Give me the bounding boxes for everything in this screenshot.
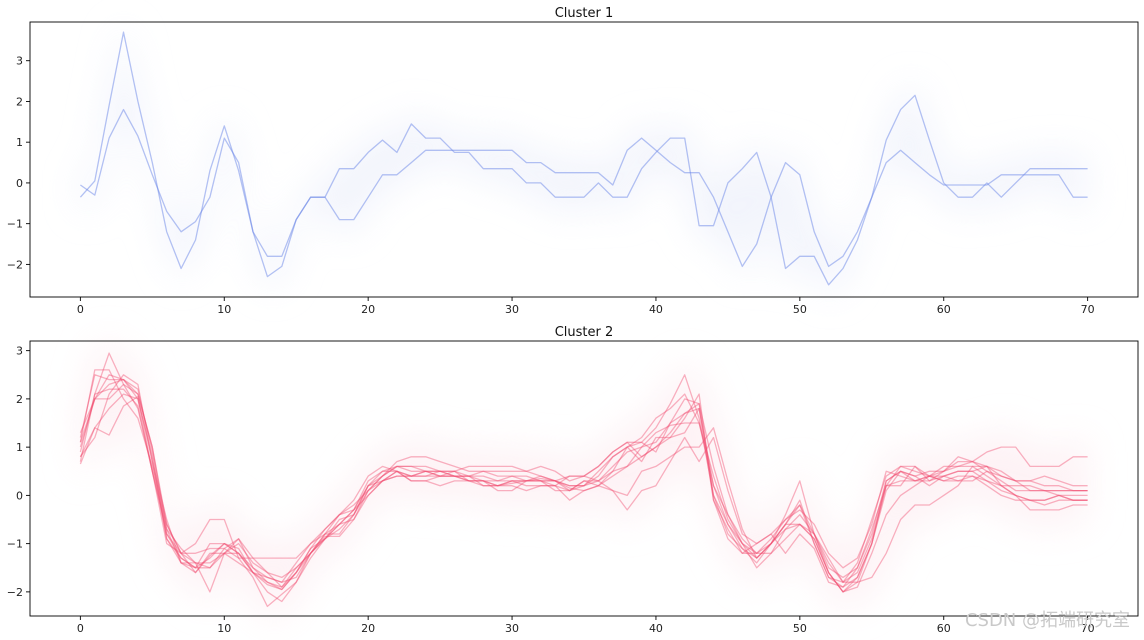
y-tick-label: 0: [16, 177, 23, 190]
x-tick-label: 70: [1081, 622, 1095, 635]
cluster-chart-2: 0 10 20 30 40 50 60 70 −2 −1 0 1 2 3 Cluster 2: [7, 325, 1139, 635]
series-line-6: [79, 388, 1088, 608]
x-tick-label: 60: [937, 303, 951, 316]
y-tick-label: −2: [7, 258, 23, 271]
x-tick-label: 40: [649, 622, 663, 635]
y-tick-label: 0: [16, 489, 23, 502]
axes-frame: [29, 21, 1139, 298]
y-tick-label: 1: [16, 136, 23, 149]
series-line-5: [79, 395, 1088, 591]
y-tick-label: 2: [16, 95, 23, 108]
series-line-3: [79, 369, 1088, 588]
y-tick-label: −1: [7, 538, 23, 551]
series-line-2: [79, 31, 1088, 286]
y-tick-label: 3: [16, 55, 23, 68]
y-tick-label: 2: [16, 393, 23, 406]
x-tick-label: 10: [217, 622, 231, 635]
y-tick-label: −1: [7, 218, 23, 231]
x-tick-label: 50: [793, 622, 807, 635]
x-tick-label: 40: [649, 303, 663, 316]
series-line-7: [79, 374, 1088, 583]
x-tick-label: 60: [937, 622, 951, 635]
series-line-9: [79, 393, 1088, 593]
series-line-1: [79, 383, 1088, 593]
x-tick-label: 30: [505, 622, 519, 635]
series-line-8: [79, 374, 1088, 579]
series-line-2: [79, 374, 1088, 583]
chart-title: Cluster 1: [555, 6, 614, 21]
series-halo: [80, 17, 1088, 300]
series-line-10: [79, 378, 1088, 588]
chart-title: Cluster 2: [555, 325, 614, 340]
series-halo: [80, 336, 1088, 624]
y-tick-label: 1: [16, 441, 23, 454]
x-tick-label: 30: [505, 303, 519, 316]
x-tick-label: 10: [217, 303, 231, 316]
series-line-4: [79, 352, 1088, 603]
y-tick-label: −2: [7, 586, 23, 599]
watermark: CSDN @拓端研究室: [964, 610, 1130, 631]
x-tick-label: 0: [77, 303, 84, 316]
x-tick-label: 50: [793, 303, 807, 316]
x-tick-label: 20: [361, 303, 375, 316]
x-tick-label: 70: [1081, 303, 1095, 316]
x-tick-label: 20: [361, 622, 375, 635]
axes-frame: [29, 340, 1139, 617]
cluster-chart-1: 0 10 20 30 40 50 60 70 −2 −1 0 1 2 3 Cluster 1: [7, 6, 1139, 316]
x-tick-label: 0: [77, 622, 84, 635]
y-tick-label: 3: [16, 345, 23, 358]
